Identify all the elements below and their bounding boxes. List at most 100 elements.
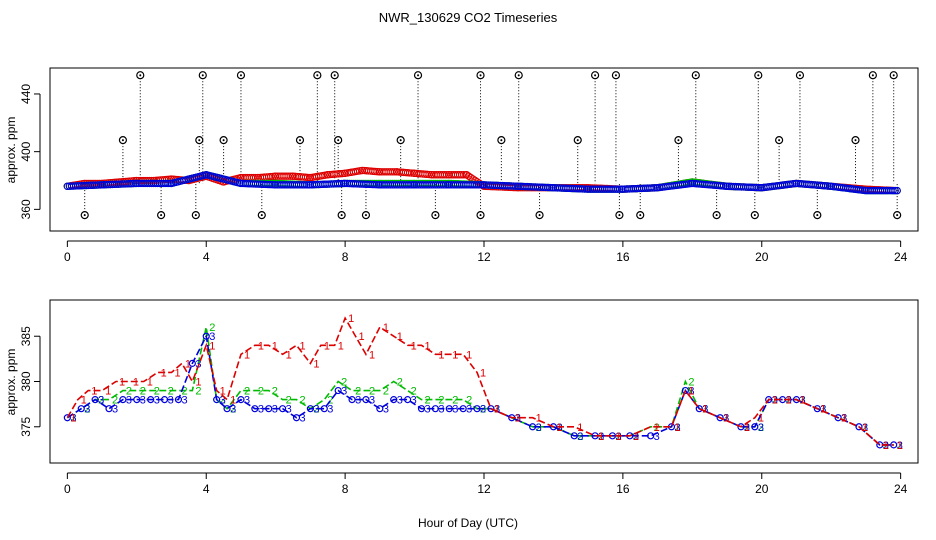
series-3-marker: 3 bbox=[355, 395, 361, 407]
series-3-marker: 3 bbox=[494, 404, 500, 416]
series-2-marker: 2 bbox=[438, 395, 444, 407]
flagged-point bbox=[337, 211, 346, 220]
flagged-point-center bbox=[399, 139, 402, 142]
inlet-3-point bbox=[891, 186, 899, 195]
series-3-circle bbox=[813, 405, 821, 413]
series-2-marker: 2 bbox=[654, 422, 660, 434]
series-3-circle bbox=[473, 405, 481, 413]
series-2-marker: 2 bbox=[494, 404, 500, 416]
series-1-marker: 1 bbox=[220, 386, 226, 398]
series-1-marker: 1 bbox=[338, 340, 344, 352]
flagged-point-center bbox=[778, 139, 781, 142]
flagged-point bbox=[313, 71, 322, 80]
series-1-marker: 1 bbox=[723, 413, 729, 425]
top-x-tick-label: 12 bbox=[477, 250, 491, 264]
series-3-marker: 3 bbox=[615, 431, 621, 443]
series-3-circle bbox=[223, 405, 231, 413]
series-1-marker: 1 bbox=[313, 358, 319, 370]
series-2-marker: 2 bbox=[313, 404, 319, 416]
series-3-circle bbox=[133, 396, 141, 404]
inlet-1-point bbox=[286, 172, 294, 180]
series-2-marker: 2 bbox=[84, 404, 90, 416]
series-3-marker: 3 bbox=[466, 404, 472, 416]
series-3-marker: 3 bbox=[598, 431, 604, 443]
series-3-circle bbox=[320, 405, 328, 413]
series-3-marker: 3 bbox=[702, 404, 708, 416]
series-1-marker: 1 bbox=[598, 431, 604, 443]
series-1-marker: 1 bbox=[359, 331, 365, 343]
series-1-marker: 1 bbox=[272, 340, 278, 352]
flagged-point bbox=[514, 71, 523, 80]
flagged-point bbox=[691, 71, 700, 80]
inlet-3-point bbox=[372, 180, 381, 189]
chart-title: NWR_130629 CO2 Timeseries bbox=[379, 10, 558, 25]
inlet-3-point bbox=[754, 183, 762, 192]
series-2-marker: 2 bbox=[272, 386, 278, 398]
series-2-marker: 2 bbox=[674, 422, 680, 434]
series-1-marker: 1 bbox=[452, 349, 458, 361]
series-3-circle bbox=[91, 396, 99, 404]
series-3-circle bbox=[765, 396, 773, 404]
series-1-marker: 1 bbox=[438, 349, 444, 361]
series-3-marker: 3 bbox=[786, 395, 792, 407]
series-3-marker: 3 bbox=[633, 431, 639, 443]
series-1-marker: 1 bbox=[799, 395, 805, 407]
series-3-circle bbox=[213, 396, 221, 404]
flagged-point-center bbox=[83, 214, 86, 217]
series-2-marker: 2 bbox=[577, 431, 583, 443]
series-2-marker: 2 bbox=[112, 395, 118, 407]
series-1-marker: 1 bbox=[862, 422, 868, 434]
x-axis-label: Hour of Day (UTC) bbox=[418, 516, 518, 530]
flagged-point bbox=[889, 71, 898, 80]
series-3-circle bbox=[188, 359, 196, 367]
series-1-marker: 1 bbox=[744, 422, 750, 434]
series-1-marker: 1 bbox=[105, 386, 111, 398]
series-1-marker: 1 bbox=[300, 340, 306, 352]
series-3-circle bbox=[792, 396, 801, 404]
series-3-marker: 3 bbox=[897, 440, 903, 452]
series-3-circle bbox=[376, 405, 384, 413]
flagged-point-center bbox=[538, 214, 541, 217]
series-3-circle bbox=[404, 396, 412, 404]
series-3-marker: 3 bbox=[425, 404, 431, 416]
flagged-point bbox=[476, 211, 485, 220]
series-2-marker: 2 bbox=[286, 395, 292, 407]
series-1-marker: 1 bbox=[383, 322, 389, 334]
flagged-point-center bbox=[139, 74, 142, 77]
series-2-marker: 2 bbox=[168, 386, 174, 398]
series-2-marker: 2 bbox=[154, 386, 160, 398]
flagged-point-center bbox=[316, 74, 319, 77]
inlet-3-point bbox=[752, 183, 760, 192]
series-3-circle bbox=[251, 405, 259, 413]
inlet-1-point bbox=[460, 171, 468, 179]
series-2-marker: 2 bbox=[633, 431, 639, 443]
series-2-marker: 2 bbox=[258, 386, 264, 398]
flagged-point bbox=[754, 71, 763, 80]
series-2-marker: 2 bbox=[723, 413, 729, 425]
series-3-circle bbox=[445, 405, 453, 413]
flagged-point-center bbox=[340, 214, 343, 217]
series-3-line bbox=[66, 333, 894, 446]
flagged-point-center bbox=[198, 139, 201, 142]
series-3-marker: 3 bbox=[744, 422, 750, 434]
series-2-marker: 2 bbox=[70, 413, 76, 425]
series-2-marker: 2 bbox=[862, 422, 868, 434]
flagged-point-center bbox=[896, 214, 899, 217]
top-x-tick-label: 8 bbox=[342, 250, 349, 264]
series-3-circle bbox=[202, 332, 210, 340]
inlet-3-point bbox=[268, 180, 276, 189]
series-3-marker: 3 bbox=[300, 413, 306, 425]
series-3-marker: 3 bbox=[536, 422, 542, 434]
top-plot-frame bbox=[49, 67, 919, 232]
series-2-marker: 2 bbox=[799, 395, 805, 407]
series-1-marker: 1 bbox=[556, 422, 562, 434]
series-2-marker: 2 bbox=[452, 395, 458, 407]
series-1-marker: 1 bbox=[286, 349, 292, 361]
series-3-marker: 3 bbox=[654, 431, 660, 443]
top-x-tick-label: 0 bbox=[64, 250, 71, 264]
series-3-circle bbox=[362, 396, 370, 404]
flagged-point bbox=[851, 136, 860, 145]
series-3-circle bbox=[237, 396, 245, 404]
flagged-point bbox=[80, 211, 89, 220]
flagged-point bbox=[497, 136, 506, 145]
